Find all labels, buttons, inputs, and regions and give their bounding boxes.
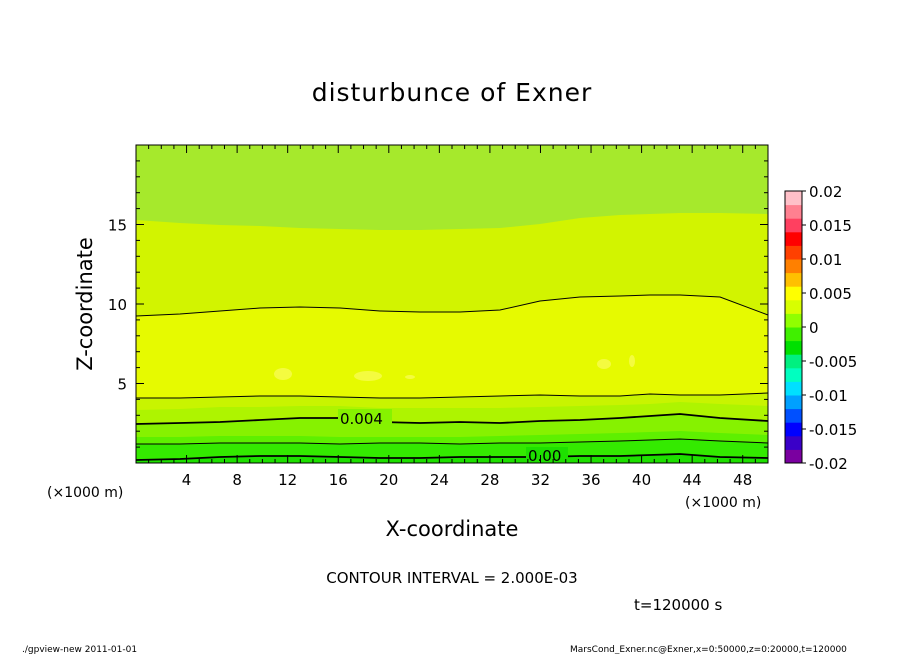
contour-line: [135, 294, 769, 317]
colorbar-tick-labels: 0.02 0.015 0.01 0.005 0 -0.005 -0.01 -0.015 -0.0…: [802, 183, 857, 473]
colorbar-tick-label: 0.005: [809, 285, 852, 303]
colorbar-swatch: [785, 299, 802, 314]
contour-interval-text: CONTOUR INTERVAL = 2.000E-03: [326, 569, 577, 587]
colorbar-swatch: [785, 422, 802, 437]
x-tick-label: 4: [182, 471, 192, 489]
colorbar-swatch: [785, 218, 802, 233]
x-tick-label: 8: [232, 471, 242, 489]
contour-lines: [135, 294, 769, 461]
contour-label-0.004: 0.004: [340, 410, 383, 428]
contour-line: [136, 438, 769, 445]
x-tick-label: 28: [480, 471, 499, 489]
colorbar-tick-label: -0.01: [809, 387, 848, 405]
contour-spot: [354, 371, 382, 381]
contour-label-bg: [338, 409, 392, 427]
contour-fill-bands: [136, 145, 768, 463]
x-tick-label: 44: [683, 471, 702, 489]
chart-title: disturbunce of Exner: [312, 78, 593, 107]
plot-area: 0.004 0.00: [135, 144, 769, 465]
footer-left: ./gpview-new 2011-01-01: [22, 645, 137, 654]
axis-ticks: [136, 145, 768, 463]
y-axis-title: Z-coordinate: [73, 237, 97, 371]
colorbar-swatch: [785, 191, 802, 206]
x-tick-label: 16: [329, 471, 348, 489]
colorbar-swatch: [785, 327, 802, 342]
colorbar-swatch: [785, 354, 802, 369]
colorbar-tick-label: 0.02: [809, 183, 842, 201]
colorbar-swatch: [785, 245, 802, 260]
contour-line: [135, 413, 769, 425]
colorbar-swatch: [785, 286, 802, 301]
colorbar-swatch: [785, 231, 802, 246]
colorbar-tick-label: 0.01: [809, 251, 842, 269]
contour-spot: [405, 375, 415, 379]
x-tick-label: 40: [632, 471, 651, 489]
footer-right: MarsCond_Exner.nc@Exner,x=0:50000,z=0:20…: [570, 645, 847, 654]
y-tick-label: 15: [108, 217, 127, 235]
colorbar-swatch: [785, 435, 802, 450]
contour-spot: [629, 355, 635, 367]
contour-spot: [274, 368, 292, 380]
x-unit-right: (×1000 m): [685, 495, 761, 511]
colorbar-swatch: [785, 408, 802, 423]
x-tick-labels: 4 8 12 16 20 24 28 32 36 40 44 48: [182, 471, 752, 489]
colorbar-tick-label: 0.015: [809, 217, 852, 235]
y-tick-label: 10: [108, 296, 127, 314]
contour-line: [135, 453, 769, 461]
x-tick-label: 20: [379, 471, 398, 489]
contour-label-bg: [526, 447, 568, 463]
y-tick-label: 5: [117, 376, 127, 394]
colorbar-swatch: [785, 313, 802, 328]
colorbar-swatch: [785, 381, 802, 396]
x-tick-label: 48: [733, 471, 752, 489]
colorbar-swatch: [785, 340, 802, 355]
x-tick-label: 36: [581, 471, 600, 489]
colorbar-tick-label: -0.005: [809, 353, 857, 371]
colorbar-swatch: [785, 449, 802, 464]
x-tick-label: 32: [531, 471, 550, 489]
colorbar-swatch: [785, 395, 802, 410]
time-text: t=120000 s: [634, 596, 722, 614]
x-tick-label: 24: [430, 471, 449, 489]
y-tick-labels: 5 10 15: [108, 217, 127, 394]
colorbar-tick-label: -0.015: [809, 421, 857, 439]
colorbar: [784, 190, 803, 464]
x-tick-label: 12: [278, 471, 297, 489]
contour-label-0.00: 0.00: [528, 447, 561, 465]
colorbar-swatch: [785, 272, 802, 287]
contour-line: [136, 392, 769, 399]
colorbar-swatch: [785, 259, 802, 274]
colorbar-swatch: [785, 204, 802, 219]
colorbar-swatch: [785, 367, 802, 382]
colorbar-tick-label: 0: [809, 319, 819, 337]
x-unit-left: (×1000 m): [47, 485, 123, 501]
contour-spot: [597, 359, 611, 369]
colorbar-tick-label: -0.02: [809, 455, 848, 473]
x-axis-title: X-coordinate: [386, 517, 519, 541]
